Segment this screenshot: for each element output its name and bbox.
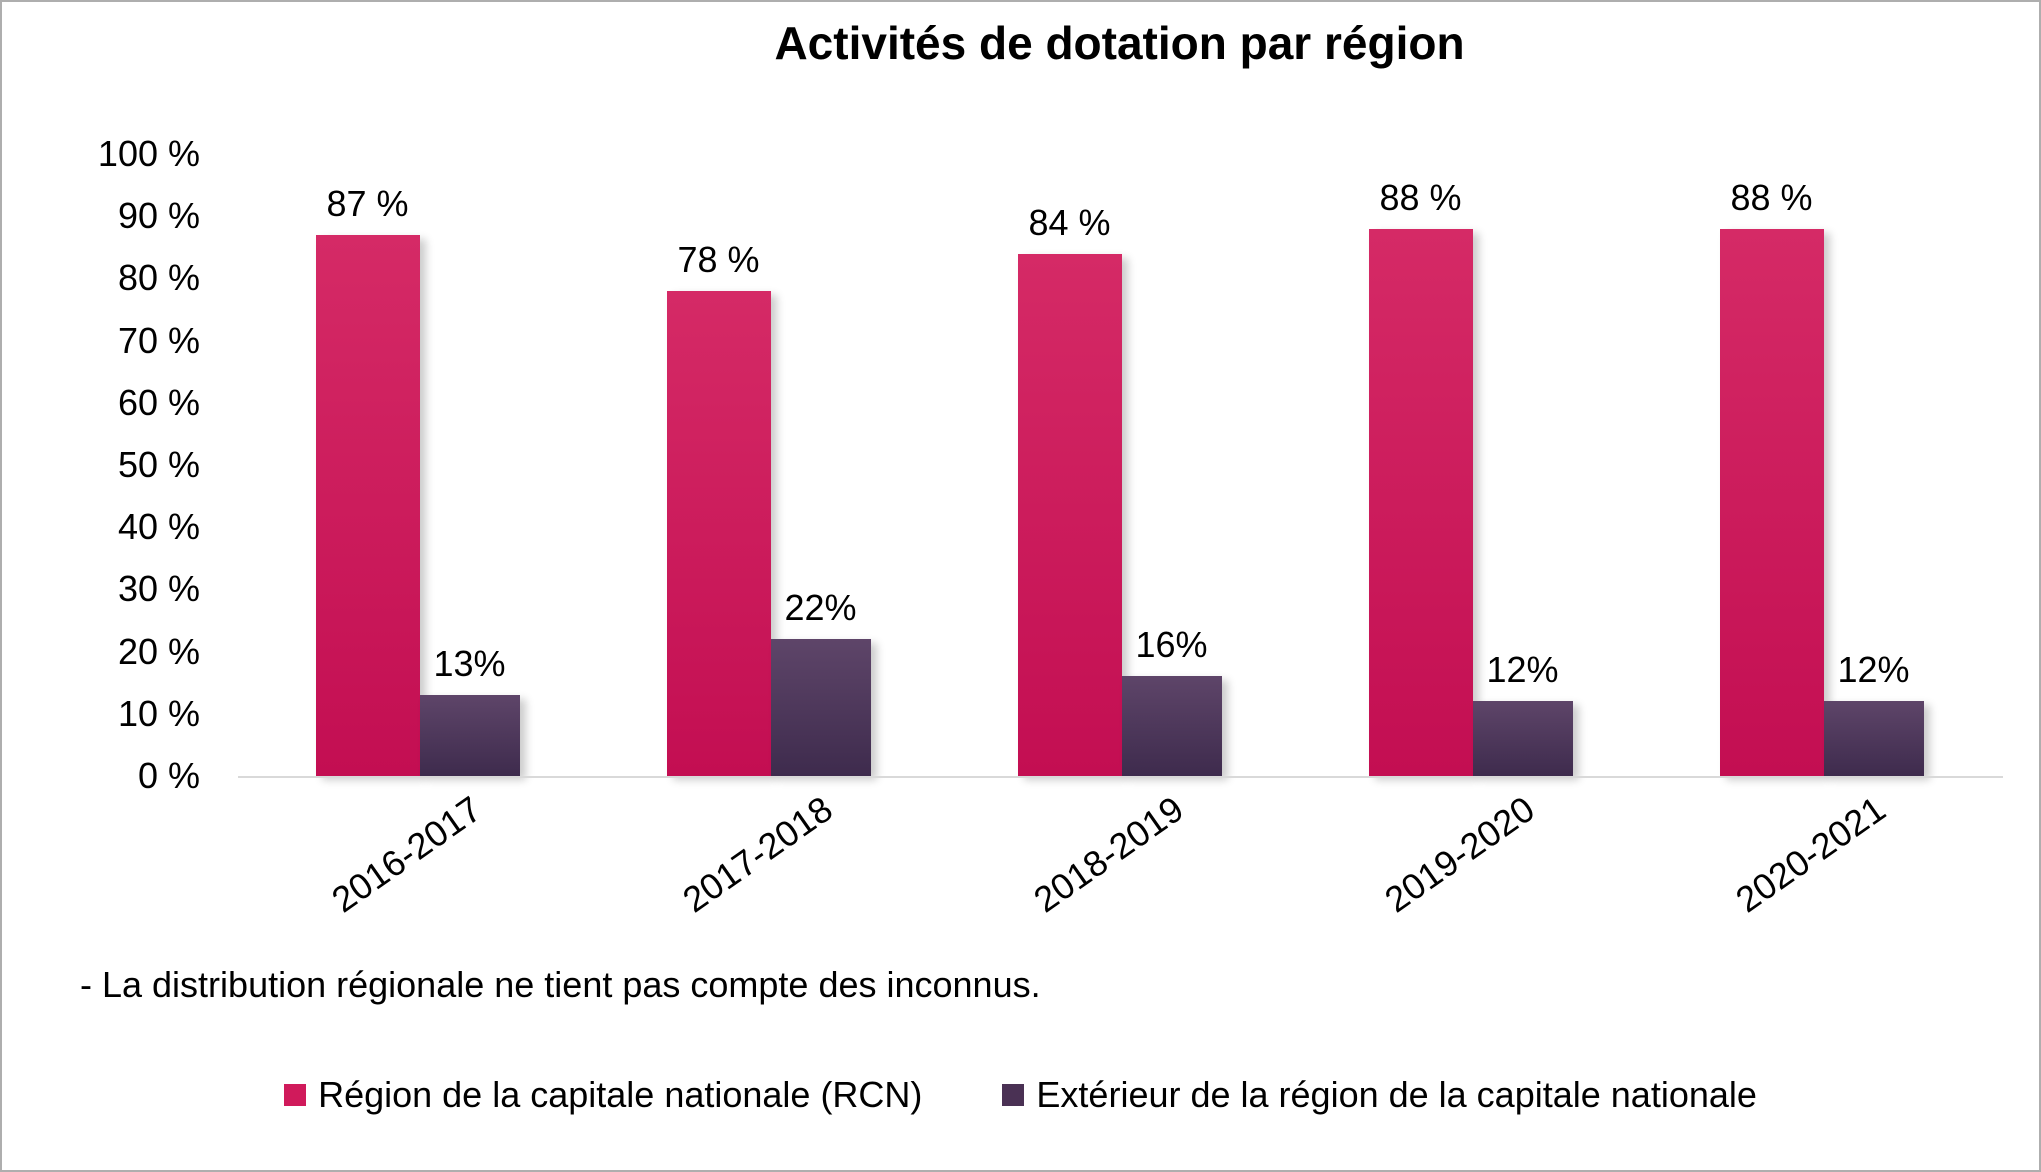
legend-swatch-rcn [284,1084,307,1106]
y-tick-label: 90 % [117,195,200,237]
bar-rcn: 87 % [315,183,420,776]
y-tick-label: 80 % [117,257,200,299]
y-tick-label: 100 % [97,133,200,174]
chart-title: Activités de dotation par région [774,17,1465,69]
y-tick-label: 30 % [117,568,200,610]
bar-group: 88 % 12% 2020-2021 [1646,154,1997,920]
footnote: - La distribution régionale ne tient pas… [80,964,1041,1005]
data-label: 78 % [677,238,760,280]
plot-area: 87 % 13% 2016-2017 78 % 22% 2017-2018 84 % 16% 2… [242,154,1997,920]
y-tick-label: 40 % [117,506,200,548]
y-tick-label: 10 % [117,692,200,734]
bar-group: 78 % 22% 2017-2018 [593,154,944,920]
y-tick-label: 70 % [117,319,200,361]
bar-exterior: 12% [1823,649,1924,776]
bar-exterior: 13% [419,643,520,776]
data-label: 22% [784,587,857,629]
bar-group: 84 % 16% 2018-2019 [944,154,1295,920]
data-label: 88 % [1730,176,1813,218]
data-label: 12% [1837,649,1910,691]
bar-exterior: 12% [1472,649,1573,776]
legend-swatch-exterior [1002,1084,1025,1106]
x-axis-label: 2017-2018 [675,788,841,921]
bar-rcn: 88 % [1368,177,1473,776]
data-label: 88 % [1379,176,1462,218]
bar-group: 88 % 12% 2019-2020 [1295,154,1646,920]
legend-item-rcn: Région de la capitale nationale (RCN) [284,1074,922,1116]
bar-group: 87 % 13% 2016-2017 [242,154,593,920]
y-tick-label: 50 % [117,444,200,485]
bar-exterior: 22% [770,587,871,776]
bar-rcn: 88 % [1719,177,1824,776]
x-axis-label: 2018-2019 [1026,788,1192,921]
y-axis: 100 % 90 % 80 % 70 % 60 % 50 % 40 % 30 % 20 % 10 … [2,2,207,1170]
x-axis-label: 2019-2020 [1377,788,1543,921]
legend-item-exterior: Extérieur de la région de la capitale na… [1002,1074,1757,1116]
legend-label-rcn: Région de la capitale nationale (RCN) [318,1074,923,1115]
x-axis-label: 2016-2017 [324,788,490,921]
bar-rcn: 84 % [1017,202,1122,776]
y-tick-label: 0 % [137,755,200,796]
x-axis-label: 2020-2021 [1728,788,1894,921]
y-tick-label: 60 % [117,381,200,423]
legend-label-exterior: Extérieur de la région de la capitale na… [1036,1074,1757,1115]
bar-exterior: 16% [1121,624,1222,776]
data-label: 87 % [326,182,409,224]
bar-rcn: 78 % [666,239,771,776]
data-label: 12% [1486,649,1559,691]
data-label: 84 % [1028,201,1111,243]
x-axis-line [238,776,2003,778]
y-tick-label: 20 % [117,630,200,672]
data-label: 16% [1135,624,1208,666]
data-label: 13% [433,643,506,685]
legend: Région de la capitale nationale (RCN) Ex… [2,1074,2039,1116]
